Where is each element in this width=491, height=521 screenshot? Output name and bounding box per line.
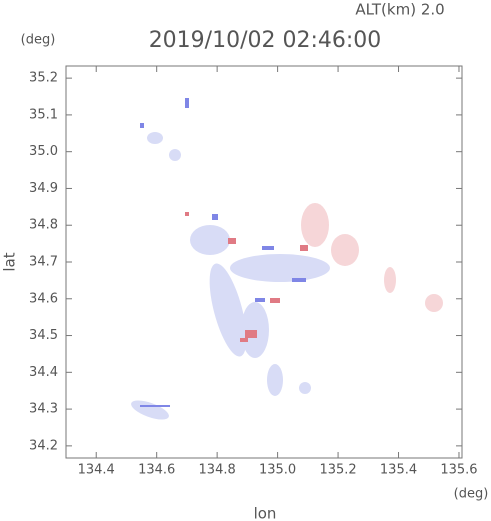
x-tick-label: 134.8 (199, 463, 236, 478)
y-tick-label: 34.3 (29, 402, 58, 417)
echo-areas (131, 98, 443, 420)
y-tick-label: 34.6 (29, 291, 58, 306)
x-axis-label: lon (254, 505, 277, 521)
y-tick-label: 34.9 (29, 181, 58, 196)
y-tick-label: 34.7 (29, 255, 58, 270)
x-tick-label: 134.4 (78, 463, 115, 478)
x-tick-label: 134.6 (138, 463, 175, 478)
chart-title: 2019/10/02 02:46:00 (149, 28, 382, 53)
y-tick-label: 35.1 (29, 107, 58, 122)
y-tick-label: 34.2 (29, 438, 58, 453)
x-tick-label: 135.4 (380, 463, 417, 478)
y-tick-label: 34.4 (29, 365, 58, 380)
y-tick-label: 35.2 (29, 71, 58, 86)
y-axis-label: lat (1, 252, 19, 271)
x-tick-label: 135.6 (440, 463, 477, 478)
altitude-label: ALT(km) 2.0 (355, 1, 444, 19)
y-tick-label: 35.0 (29, 144, 58, 159)
x-tick-label: 135.0 (259, 463, 296, 478)
y-unit: (deg) (21, 33, 56, 48)
x-unit: (deg) (454, 487, 489, 502)
y-tick-label: 34.8 (29, 218, 58, 233)
y-tick-label: 34.5 (29, 328, 58, 343)
x-tick-label: 135.2 (319, 463, 356, 478)
